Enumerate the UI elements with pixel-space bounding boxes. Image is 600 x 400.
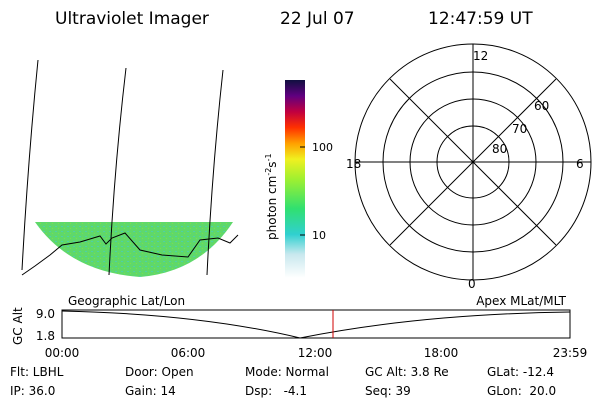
unit-text: s [265,161,279,167]
plot-frame [61,309,571,339]
x-tick-label: 12:00 [298,346,333,360]
polar-grid [354,43,592,281]
coastline [21,232,239,276]
meridian [108,67,127,276]
status-field: Gain: 14 [125,384,176,398]
meridian [206,69,224,276]
x-tick-label: 18:00 [424,346,459,360]
status-field: Dsp: -4.1 [245,384,307,398]
status-footer: Flt: LBHL Door: Open Mode: Normal GC Alt: 3… [10,365,556,398]
x-tick-label: 00:00 [45,346,80,360]
title: Ultraviolet Imager [55,9,209,29]
y-tick-label: 9.0 [36,307,55,321]
x-tick-label: 23:59 [553,346,588,360]
polar-label: 0 [468,277,476,291]
polar-label: 60 [534,99,549,113]
plot-title: Geographic Lat/Lon [68,294,185,308]
image-panel [21,59,239,277]
status-field: GC Alt: 3.8 Re [365,365,449,379]
status-field: Seq: 39 [365,384,411,398]
status-field: GLat: -12.4 [487,365,554,379]
polar-label: 18 [346,157,361,171]
unit-exp: -2 [264,168,273,176]
altitude-curve [61,310,571,339]
colorbar-unit: photon cm-2s-1 [264,153,279,240]
colorbar-tick-label: 10 [312,229,326,242]
status-field: Flt: LBHL [10,365,64,379]
unit-exp: -1 [264,153,273,161]
auroral-image [35,222,233,277]
polar-label: 70 [512,122,527,136]
y-axis-label: GC Alt [11,307,25,345]
status-field: Door: Open [125,365,194,379]
date: 22 Jul 07 [280,9,355,29]
status-field: IP: 36.0 [10,384,55,398]
x-tick-label: 06:00 [171,346,206,360]
colorbar-tick-label: 100 [312,141,333,154]
colorbar [285,80,305,278]
plot-title: Apex MLat/MLT [476,294,566,308]
polar-label: 80 [492,142,507,156]
time: 12:47:59 UT [428,9,533,29]
unit-text: photon cm [265,176,279,240]
status-field: Mode: Normal [245,365,329,379]
polar-label: 6 [576,157,584,171]
y-tick-label: 1.8 [36,329,55,343]
meridian [21,59,39,271]
polar-label: 12 [473,49,488,63]
status-field: GLon: 20.0 [487,384,556,398]
